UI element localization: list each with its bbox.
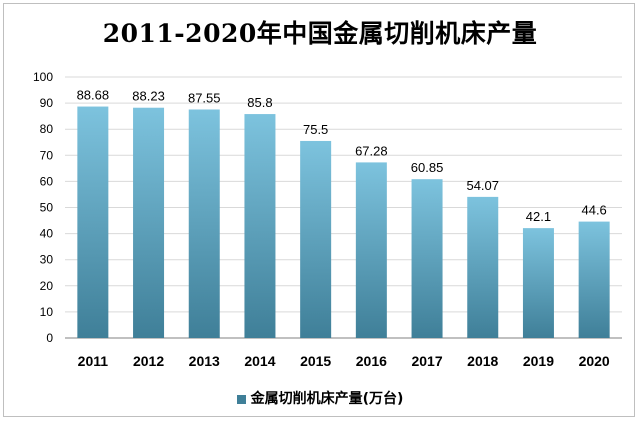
bar-2018 [467, 196, 499, 338]
x-tick-label: 2015 [300, 353, 331, 369]
y-tick-label: 30 [40, 253, 54, 267]
x-tick-label: 2012 [133, 353, 164, 369]
bar-2015 [300, 140, 332, 338]
bar-2013 [188, 109, 220, 338]
data-label-2012: 88.23 [132, 89, 165, 104]
x-tick-label: 2018 [467, 353, 498, 369]
data-label-2013: 87.55 [188, 90, 221, 105]
chart-legend: 金属切削机床产量(万台) [0, 388, 640, 408]
y-tick-label: 60 [40, 174, 54, 188]
data-label-2011: 88.68 [77, 88, 110, 103]
data-label-2014: 85.8 [247, 95, 272, 110]
data-label-2016: 67.28 [355, 143, 388, 158]
x-tick-label: 2019 [523, 353, 554, 369]
bar-2016 [355, 162, 387, 338]
x-tick-label: 2020 [579, 353, 610, 369]
x-tick-label: 2011 [78, 353, 109, 369]
y-tick-label: 80 [40, 122, 54, 136]
chart-title: 2011-2020年中国金属切削机床产量 [102, 19, 538, 48]
data-label-2018: 54.07 [466, 178, 499, 193]
y-tick-label: 20 [40, 279, 54, 293]
y-tick-label: 90 [40, 96, 54, 110]
y-tick-label: 70 [40, 148, 54, 162]
y-tick-label: 0 [46, 331, 53, 345]
x-tick-label: 2013 [189, 353, 220, 369]
y-tick-label: 40 [40, 227, 54, 241]
bar-2014 [244, 114, 276, 338]
x-tick-label: 2014 [244, 353, 275, 369]
y-tick-label: 100 [33, 70, 53, 84]
bar-2017 [411, 179, 443, 338]
y-tick-label: 10 [40, 305, 54, 319]
bar-2020 [578, 221, 610, 338]
legend-label: 金属切削机床产量(万台) [250, 391, 404, 407]
x-tick-label: 2016 [356, 353, 387, 369]
data-label-2020: 44.6 [581, 203, 606, 218]
data-label-2017: 60.85 [411, 160, 444, 175]
bar-2019 [522, 228, 554, 338]
x-tick-label: 2017 [411, 353, 442, 369]
bar-2012 [133, 107, 165, 339]
bar-2011 [77, 106, 109, 338]
data-label-2015: 75.5 [303, 122, 328, 137]
legend-swatch [236, 394, 246, 404]
data-label-2019: 42.1 [526, 209, 551, 224]
y-tick-label: 50 [40, 201, 54, 215]
